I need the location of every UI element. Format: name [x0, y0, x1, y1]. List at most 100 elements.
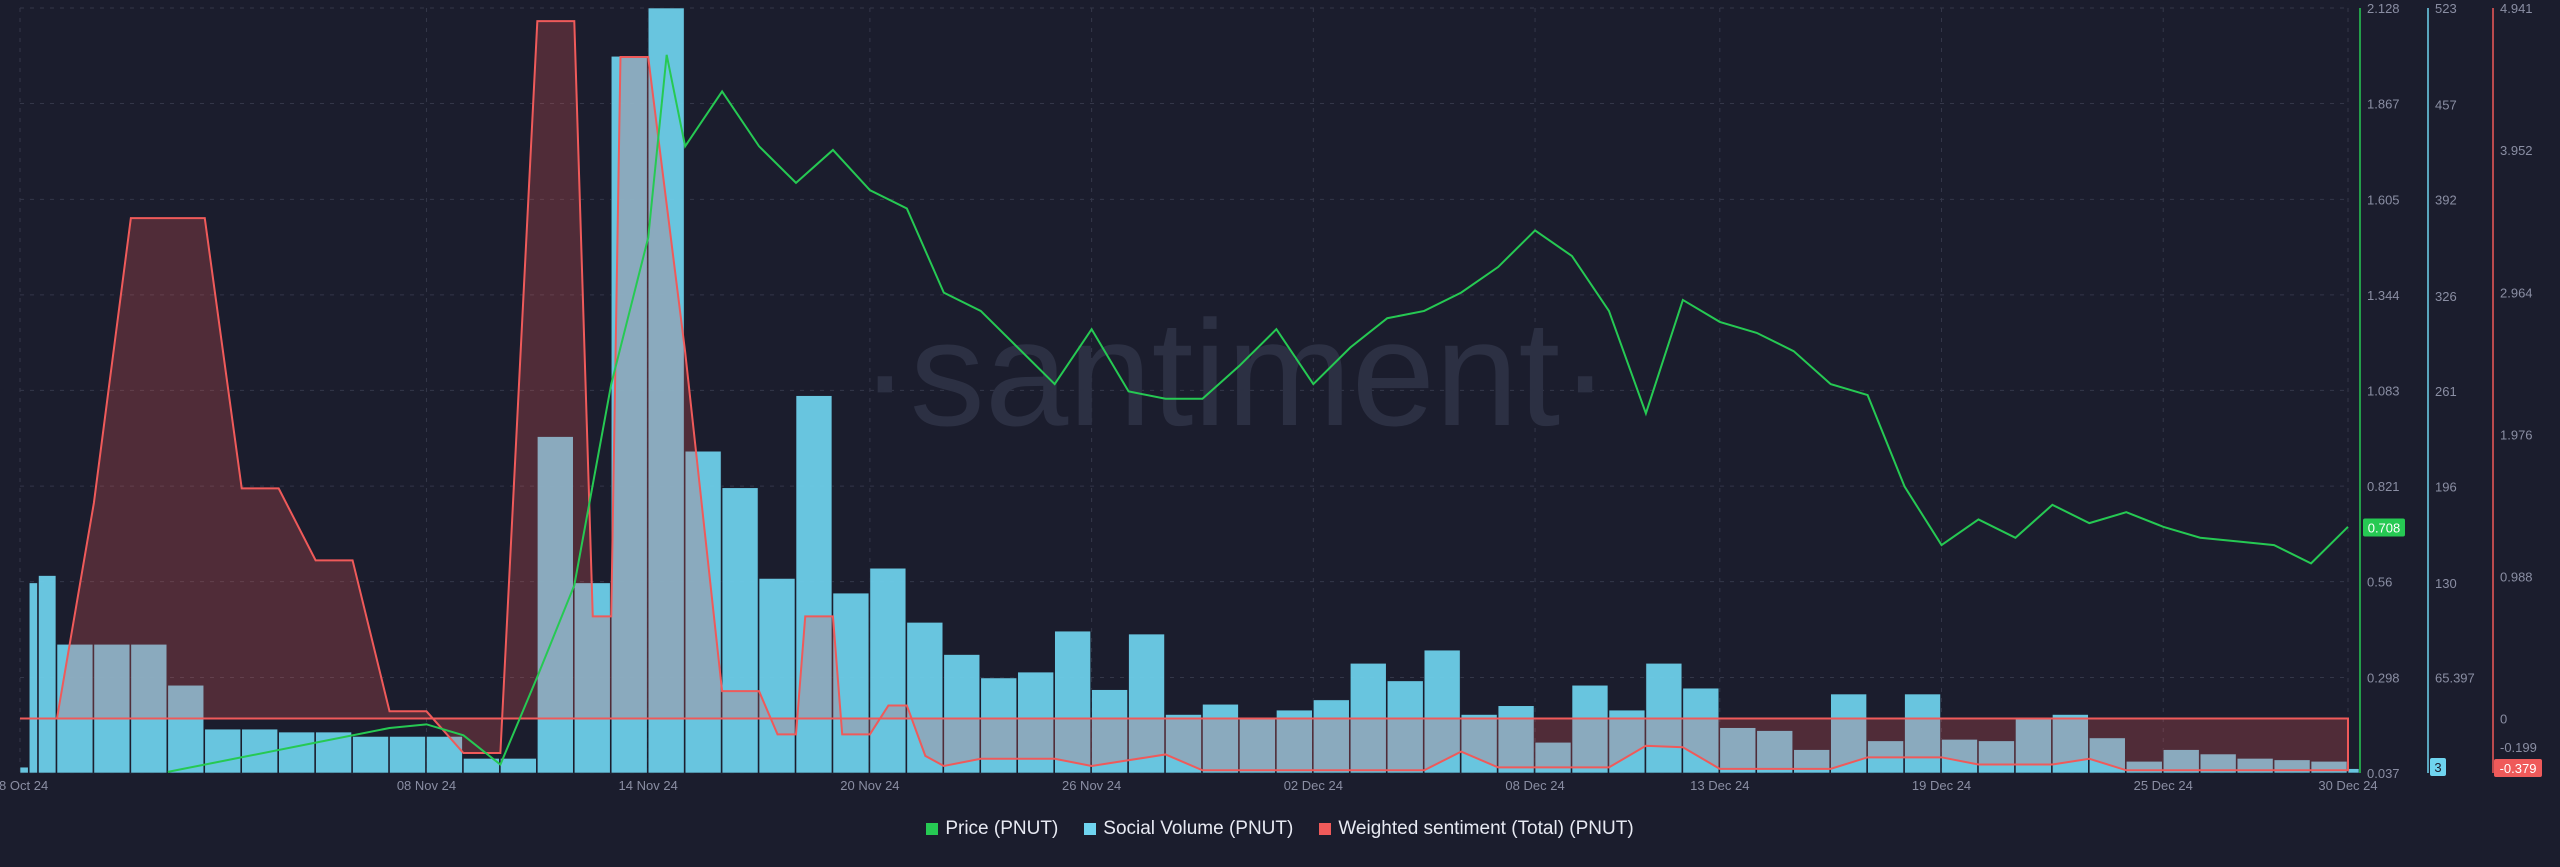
social-volume-bar — [167, 684, 205, 774]
price-tick-label: 1.605 — [2367, 192, 2400, 207]
social-volume-current-badge — [2430, 758, 2446, 776]
social-volume-bar — [1460, 714, 1498, 774]
legend-label-sentiment: Weighted sentiment (Total) (PNUT) — [1338, 818, 1634, 839]
axes: 28 Oct 24 08 Nov 24 14 Nov 24 20 Nov 24 26 N… — [0, 1, 2542, 793]
social-volume-tick-label: 523 — [2435, 1, 2457, 16]
social-volume-bar — [1313, 699, 1350, 774]
social-volume-bar — [130, 643, 168, 774]
social-volume-bar — [463, 758, 500, 774]
x-tick-label: 08 Dec 24 — [1505, 778, 1564, 793]
sentiment-tick-label: 0.988 — [2500, 569, 2533, 584]
social-volume-bar — [1017, 671, 1054, 774]
sentiment-tick-label: 0 — [2500, 712, 2507, 727]
social-volume-bar — [352, 736, 389, 774]
sentiment-tick-label: 2.964 — [2500, 285, 2533, 300]
legend-label-price: Price (PNUT) — [945, 818, 1059, 839]
sentiment-tick-label: 1.976 — [2500, 427, 2533, 442]
x-tick-label: 20 Nov 24 — [840, 778, 899, 793]
sentiment-current-badge — [2494, 759, 2542, 777]
social-volume-bar — [906, 622, 944, 774]
legend-swatch-sentiment — [1319, 823, 1332, 835]
legend-label-social-volume: Social Volume (PNUT) — [1103, 818, 1294, 839]
price-current-badge — [2363, 518, 2405, 537]
x-tick-label: 26 Nov 24 — [1062, 778, 1121, 793]
social-volume-bar — [1386, 680, 1424, 774]
social-volume-bar — [721, 487, 759, 774]
sentiment-tick-label: 4.941 — [2500, 1, 2533, 16]
price-tick-label: 0.56 — [2367, 575, 2392, 590]
price-tick-label: 0.821 — [2367, 479, 2400, 494]
social-volume-bar — [1793, 749, 1830, 774]
social-volume-bar — [758, 578, 796, 774]
watermark: ·santiment· — [860, 289, 1610, 457]
social-volume-bar — [610, 55, 648, 774]
price-current-badge-label: 0.708 — [2368, 521, 2401, 536]
social-volume-tick-label: 196 — [2435, 479, 2457, 494]
social-volume-bar — [2347, 768, 2360, 774]
social-volume-bar — [2125, 760, 2163, 774]
x-tick-label: 13 Dec 24 — [1690, 778, 1749, 793]
price-tick-label: 2.128 — [2367, 1, 2400, 16]
social-volume-tick-label: 261 — [2435, 384, 2457, 399]
social-volume-bar — [795, 395, 833, 774]
x-tick-label: 14 Nov 24 — [619, 778, 678, 793]
x-tick-label: 02 Dec 24 — [1284, 778, 1343, 793]
legend-item-price[interactable]: Price (PNUT) — [926, 818, 1058, 840]
price-tick-label: 0.037 — [2367, 766, 2400, 781]
sentiment-tick-label: 3.952 — [2500, 143, 2533, 158]
social-volume-current-badge-label: 3 — [2434, 760, 2441, 775]
social-volume-bar — [28, 582, 38, 774]
x-tick-label: 28 Oct 24 — [0, 778, 48, 793]
social-volume-bar — [1497, 705, 1535, 774]
price-tick-label: 1.083 — [2367, 383, 2400, 398]
social-volume-bar — [426, 736, 463, 774]
price-tick-label: 0.298 — [2367, 671, 2400, 686]
legend-item-sentiment[interactable]: Weighted sentiment (Total) (PNUT) — [1319, 818, 1634, 840]
social-volume-bar — [38, 575, 57, 774]
social-volume-bar — [1239, 717, 1276, 774]
social-volume-bar — [1904, 693, 1941, 774]
legend-swatch-social-volume — [1084, 823, 1097, 835]
social-volume-bar — [1202, 703, 1239, 774]
social-volume-bar — [1276, 709, 1313, 774]
social-volume-bar — [1608, 709, 1646, 774]
social-volume-bar — [869, 567, 907, 774]
sentiment-tick-label: -0.199 — [2500, 740, 2537, 755]
sentiment-area — [20, 20, 2349, 772]
social-volume-bar — [93, 643, 131, 774]
price-tick-label: 1.867 — [2367, 96, 2400, 111]
price-line — [167, 54, 2349, 773]
social-volume-bar — [2162, 749, 2200, 774]
x-tick-label: 25 Dec 24 — [2134, 778, 2193, 793]
social-volume-tick-label: 326 — [2435, 289, 2457, 304]
social-volume-bar — [1756, 730, 1794, 774]
legend-item-social-volume[interactable]: Social Volume (PNUT) — [1084, 818, 1293, 840]
social-volume-bars — [19, 7, 2360, 774]
social-volume-bar — [1054, 630, 1091, 774]
legend: Price (PNUT) Social Volume (PNUT) Weight… — [0, 818, 2560, 840]
social-volume-bar — [2199, 753, 2237, 774]
social-volume-bar — [1423, 649, 1461, 774]
social-volume-bar — [204, 728, 242, 774]
social-volume-bar — [56, 643, 94, 774]
social-volume-bar — [1165, 714, 1202, 774]
social-volume-bar — [1941, 739, 1978, 774]
social-volume-bar — [389, 736, 426, 774]
social-volume-bar — [1719, 727, 1757, 774]
x-tick-label: 19 Dec 24 — [1912, 778, 1971, 793]
social-volume-bar — [19, 766, 29, 774]
social-volume-bar — [278, 731, 315, 774]
social-volume-bar — [1091, 689, 1128, 774]
social-volume-bar — [647, 7, 685, 774]
legend-swatch-price — [926, 823, 939, 835]
social-volume-tick-label: 392 — [2435, 193, 2457, 208]
social-volume-tick-label: 65.397 — [2435, 670, 2475, 685]
social-volume-bar — [980, 677, 1018, 774]
price-tick-label: 1.344 — [2367, 288, 2400, 303]
social-volume-bar — [1571, 684, 1609, 774]
social-volume-bar — [1128, 633, 1165, 774]
x-tick-label: 08 Nov 24 — [397, 778, 456, 793]
social-volume-bar — [1978, 740, 2015, 774]
